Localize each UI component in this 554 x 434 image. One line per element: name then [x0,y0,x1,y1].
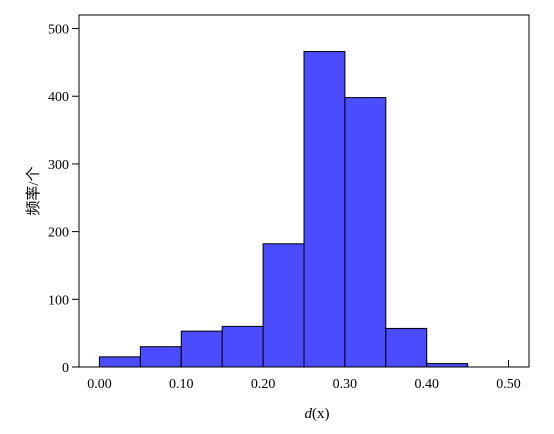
x-axis-title: d(x) [305,406,330,422]
x-tick-label-0: 0.00 [87,377,112,392]
y-tick-label-4: 400 [48,90,69,105]
x-tick-label-5: 0.50 [496,377,521,392]
y-axis: 0 100 200 300 400 500 [48,23,79,376]
bar-1 [139,346,182,368]
y-axis-title: 频率/个 [25,166,42,215]
x-tick-label-4: 0.40 [414,377,439,392]
y-tick-label-1: 100 [48,293,69,308]
y-tick-label-5: 500 [48,23,69,38]
x-tick-label-1: 0.10 [169,377,194,392]
bar-4 [262,243,305,368]
plot-frame [78,14,530,368]
bar-0 [98,356,141,368]
x-tick-label-2: 0.20 [251,377,276,392]
bar-8 [426,363,469,368]
y-tick-label-2: 200 [48,226,69,241]
x-axis-title-arg: (x) [312,406,330,422]
y-tick-label-3: 300 [48,158,69,173]
bar-6 [344,97,387,368]
bars-group [98,51,469,368]
x-axis-title-var: d [305,406,313,422]
bar-3 [221,325,264,368]
bar-7 [385,327,428,368]
bar-5 [303,51,346,368]
x-tick-label-3: 0.30 [333,377,358,392]
x-axis: 0.00 0.10 0.20 0.30 0.40 0.50 [87,360,521,392]
bar-2 [180,330,223,368]
y-tick-label-0: 0 [62,361,69,376]
